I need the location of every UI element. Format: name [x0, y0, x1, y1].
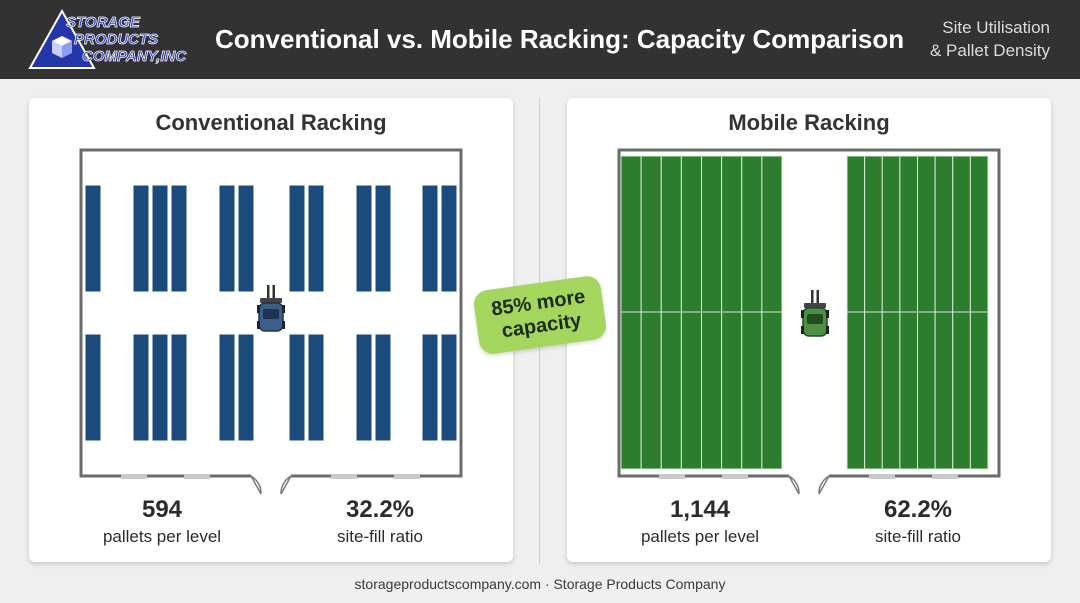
subtitle-line-2: & Pallet Density — [930, 41, 1050, 60]
rack-bay — [170, 184, 188, 293]
company-logo: STORAGE PRODUCTS COMPANY,INC — [28, 8, 188, 69]
rack-bay — [84, 333, 102, 442]
page-title: Conventional vs. Mobile Racking: Capacit… — [215, 24, 905, 54]
rack-bay — [84, 184, 102, 293]
mobile-rack-bay — [620, 311, 642, 470]
logo-line-1: STORAGE — [66, 14, 141, 31]
mobile-panel: Mobile Racking 1,144 palle — [567, 98, 1051, 562]
mobile-rack-bay — [952, 155, 971, 313]
conventional-pallets-stat: 594 pallets per level — [62, 496, 262, 548]
mobile-rack-bay — [881, 155, 901, 313]
mobile-rack-bay — [934, 311, 954, 470]
mobile-rack-bay — [864, 311, 883, 470]
header-bar: STORAGE PRODUCTS COMPANY,INC Conventiona… — [0, 0, 1080, 79]
mobile-floor-plan — [617, 148, 1001, 495]
cube-logo-icon — [28, 8, 96, 69]
conventional-fill-label: site-fill ratio — [337, 527, 423, 546]
page-subtitle: Site Utilisation & Pallet Density — [930, 16, 1050, 62]
rack-bay — [374, 333, 392, 442]
rack-bay — [307, 333, 325, 442]
mobile-rack-bay — [721, 311, 743, 470]
building-walls — [617, 148, 1001, 478]
mobile-rack-bay — [969, 155, 989, 313]
rack-bay — [288, 184, 306, 293]
rack-bay — [170, 333, 188, 442]
conventional-title: Conventional Racking — [155, 110, 387, 135]
conventional-floor-plan — [79, 148, 463, 495]
mobile-fill-stat: 62.2% site-fill ratio — [818, 496, 1018, 548]
mobile-rack-bay — [640, 155, 662, 313]
mobile-rack-bay — [761, 311, 783, 470]
rack-bay — [421, 184, 439, 293]
mobile-racks — [620, 155, 989, 470]
conventional-pallets-value: 594 — [141, 496, 183, 523]
conventional-fill-value: 32.2% — [345, 496, 415, 523]
mobile-rack-bay — [741, 311, 763, 470]
rack-bay — [440, 184, 458, 293]
mobile-rack-bay — [864, 155, 883, 313]
rack-bay — [237, 333, 255, 442]
logo-line-2: PRODUCTS — [74, 31, 158, 48]
rack-bay — [288, 333, 306, 442]
rack-bay — [151, 333, 169, 442]
mobile-rack-bay — [899, 311, 918, 470]
mobile-rack-bay — [934, 155, 954, 313]
logo-line-3: COMPANY,INC — [82, 48, 187, 65]
mobile-rack-bay — [969, 311, 989, 470]
conventional-fill-stat: 32.2% site-fill ratio — [280, 496, 480, 548]
rack-bay — [132, 333, 150, 442]
mobile-rack-bay — [899, 155, 918, 313]
rack-bay — [440, 333, 458, 442]
rack-bay — [374, 184, 392, 293]
door-icon — [250, 475, 292, 495]
mobile-rack-bay — [701, 311, 723, 470]
mobile-rack-bay — [917, 311, 936, 470]
mobile-fill-value: 62.2% — [883, 496, 953, 523]
rack-bay — [421, 333, 439, 442]
building-walls — [79, 148, 463, 478]
mobile-rack-bay — [701, 155, 723, 313]
mobile-pallets-value: 1,144 — [669, 496, 731, 523]
rack-bay — [132, 184, 150, 293]
mobile-rack-bay — [741, 155, 763, 313]
mobile-rack-bay — [680, 155, 702, 313]
forklift-icon — [801, 290, 829, 337]
door-icon — [788, 475, 830, 495]
mobile-rack-bay — [640, 311, 662, 470]
mobile-rack-bay — [917, 155, 936, 313]
mobile-rack-bay — [846, 311, 866, 470]
conventional-panel: Conventional Racking 594 p — [29, 98, 513, 562]
rack-bay — [151, 184, 169, 293]
mobile-pallets-label: pallets per level — [640, 527, 760, 546]
rack-bay — [355, 184, 373, 293]
mobile-title: Mobile Racking — [728, 110, 890, 135]
mobile-rack-bay — [881, 311, 901, 470]
rack-bay — [237, 184, 255, 293]
mobile-rack-bay — [952, 311, 971, 470]
forklift-icon — [257, 285, 285, 332]
conventional-racks — [84, 184, 458, 442]
rack-bay — [218, 333, 236, 442]
mobile-rack-bay — [620, 155, 642, 313]
subtitle-line-1: Site Utilisation — [942, 18, 1050, 37]
mobile-rack-bay — [846, 155, 866, 313]
footer-credit: storageproductscompany.com · Storage Pro… — [354, 576, 726, 592]
mobile-fill-label: site-fill ratio — [875, 527, 961, 546]
mobile-rack-bay — [761, 155, 783, 313]
rack-bay — [307, 184, 325, 293]
mobile-rack-bay — [721, 155, 743, 313]
wall-windows — [121, 474, 420, 479]
mobile-pallets-stat: 1,144 pallets per level — [600, 496, 800, 548]
wall-windows — [659, 474, 958, 479]
rack-bay — [218, 184, 236, 293]
rack-bay — [355, 333, 373, 442]
mobile-rack-bay — [660, 311, 682, 470]
conventional-pallets-label: pallets per level — [102, 527, 222, 546]
mobile-rack-bay — [660, 155, 682, 313]
mobile-rack-bay — [680, 311, 702, 470]
